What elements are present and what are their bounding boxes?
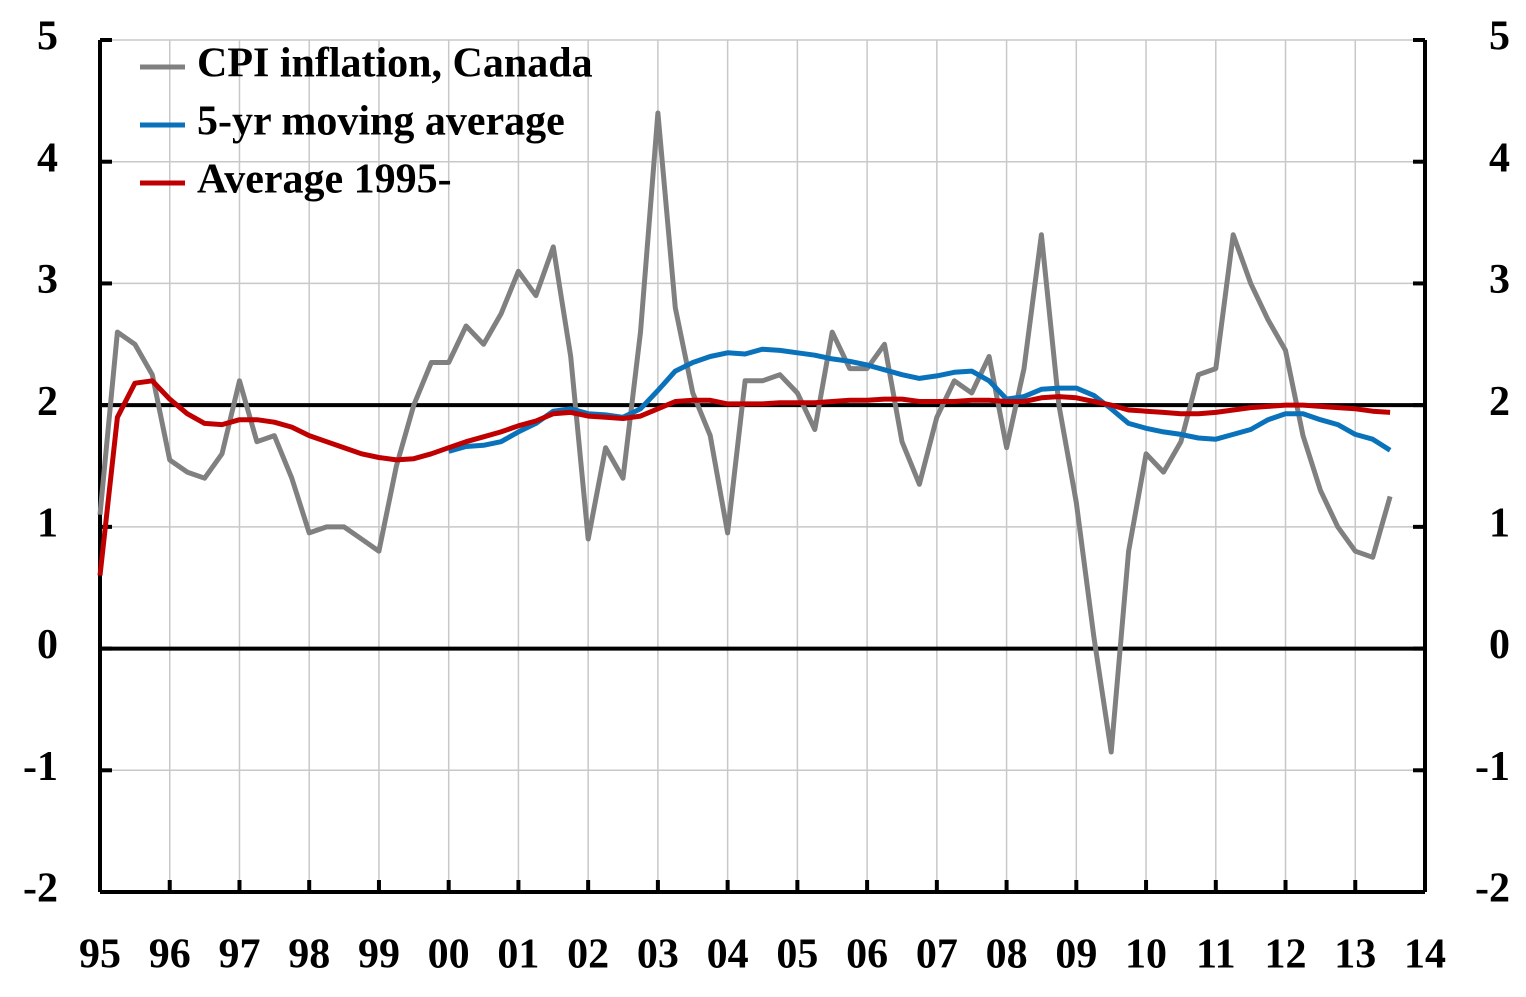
y-tick-label: -1 <box>23 744 58 790</box>
x-tick-label: 00 <box>428 932 470 978</box>
x-tick-label: 02 <box>567 932 609 978</box>
y2-tick-label: -2 <box>1475 866 1510 912</box>
x-tick-label: 05 <box>776 932 818 978</box>
y2-tick-label: 3 <box>1489 257 1510 303</box>
legend-label: CPI inflation, Canada <box>197 41 593 87</box>
x-tick-label: 13 <box>1334 932 1376 978</box>
y-tick-label: 3 <box>37 257 58 303</box>
legend-label: Average 1995- <box>197 157 452 203</box>
y-tick-label: 0 <box>37 622 58 668</box>
legend-label: 5-yr moving average <box>197 99 565 145</box>
x-tick-label: 10 <box>1125 932 1167 978</box>
y2-tick-label: 2 <box>1489 379 1510 425</box>
x-tick-label: 08 <box>986 932 1028 978</box>
x-tick-label: 07 <box>916 932 958 978</box>
x-tick-label: 95 <box>79 932 121 978</box>
x-tick-label: 01 <box>497 932 539 978</box>
series-line <box>97 378 1391 576</box>
x-tick-label: 04 <box>707 932 749 978</box>
y-tick-label: 2 <box>37 379 58 425</box>
y-tick-label: 5 <box>37 14 58 60</box>
series-line <box>97 110 1393 755</box>
y2-tick-label: 5 <box>1489 14 1510 60</box>
x-tick-label: 03 <box>637 932 679 978</box>
x-tick-label: 97 <box>218 932 260 978</box>
y-tick-label: 4 <box>37 135 58 181</box>
y2-tick-label: 1 <box>1489 500 1510 546</box>
x-tick-label: 99 <box>358 932 400 978</box>
x-tick-label: 06 <box>846 932 888 978</box>
x-tick-label: 98 <box>288 932 330 978</box>
y2-tick-label: 4 <box>1489 135 1510 181</box>
y-tick-label: 1 <box>37 500 58 546</box>
y2-tick-label: 0 <box>1489 622 1510 668</box>
x-tick-label: 09 <box>1055 932 1097 978</box>
x-tick-label: 12 <box>1265 932 1307 978</box>
x-tick-label: 14 <box>1404 932 1446 978</box>
x-tick-label: 96 <box>149 932 191 978</box>
x-tick-label: 11 <box>1196 932 1236 978</box>
y2-tick-label: -1 <box>1475 744 1510 790</box>
y-tick-label: -2 <box>23 866 58 912</box>
